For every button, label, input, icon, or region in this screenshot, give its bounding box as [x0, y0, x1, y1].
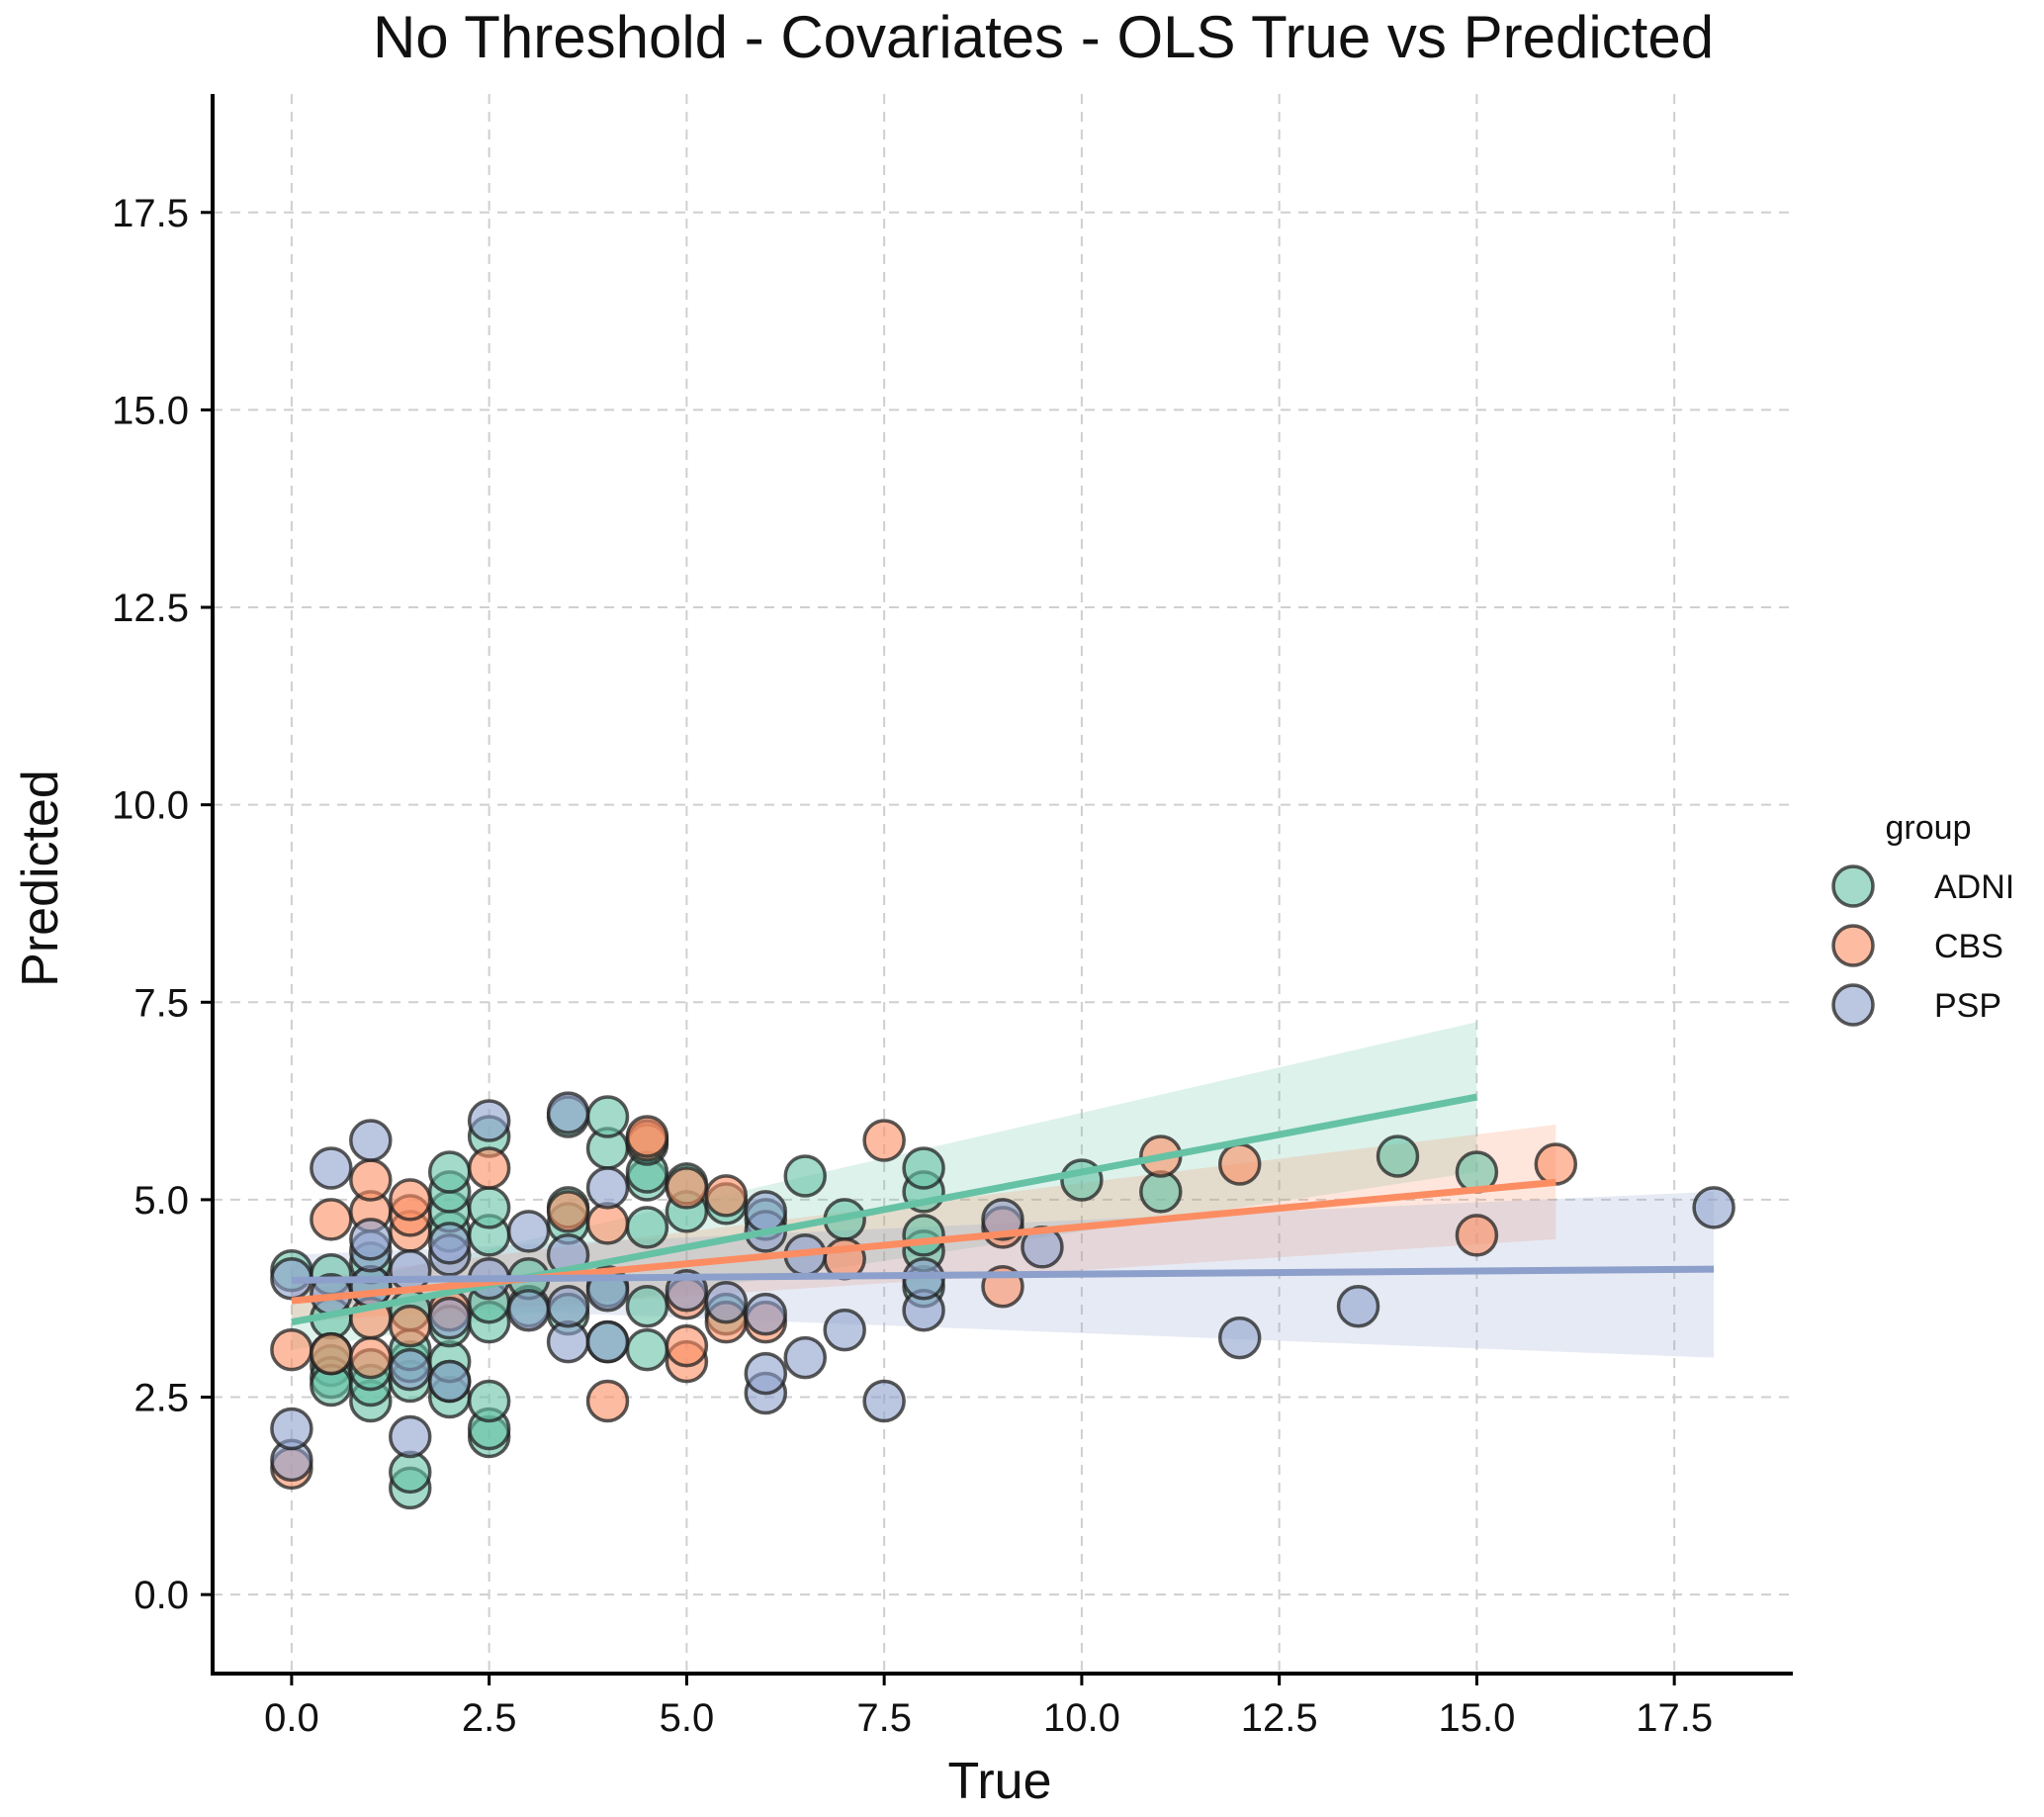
legend-label-psp: PSP — [1934, 987, 2001, 1025]
point-cbs-3 — [310, 1198, 353, 1241]
point-adni-63 — [1139, 1170, 1183, 1214]
point-adni-13 — [389, 1450, 432, 1495]
y-tick-label-3: 7.5 — [133, 981, 189, 1025]
point-psp-44 — [1692, 1186, 1735, 1229]
point-adni-61 — [902, 1146, 945, 1190]
point-cbs-16 — [585, 1202, 630, 1245]
legend-label-cbs: CBS — [1934, 928, 2003, 965]
point-cbs-1 — [270, 1327, 313, 1372]
point-cbs-8 — [389, 1304, 432, 1348]
x-tick-label-5: 12.5 — [1241, 1696, 1318, 1740]
y-tick-label-5: 12.5 — [112, 587, 189, 630]
point-adni-32 — [467, 1186, 511, 1229]
legend-marker-adni — [1831, 864, 1875, 908]
point-cbs-15 — [585, 1379, 630, 1423]
y-tick-label-6: 15.0 — [112, 389, 189, 432]
point-psp-43 — [1336, 1284, 1380, 1328]
x-axis-label: True — [948, 1753, 1052, 1810]
x-tick-label-1: 2.5 — [462, 1696, 517, 1740]
point-psp-1 — [270, 1407, 313, 1451]
point-psp-5 — [349, 1264, 393, 1309]
point-adni-59 — [902, 1214, 945, 1257]
chart-title: No Threshold - Covariates - OLS True vs … — [373, 4, 1714, 70]
legend-title: group — [1886, 809, 1972, 847]
point-adni-64 — [1376, 1135, 1420, 1178]
grid-layer — [213, 94, 1793, 1674]
legend-marker-psp — [1831, 983, 1875, 1027]
regression-lines — [291, 1093, 1715, 1326]
point-psp-31 — [744, 1292, 788, 1336]
point-psp-17 — [467, 1099, 511, 1142]
point-cbs-33 — [1534, 1142, 1578, 1186]
x-tick-label-4: 10.0 — [1043, 1696, 1120, 1740]
point-psp-36 — [823, 1308, 866, 1352]
legend-marker-cbs — [1831, 924, 1875, 967]
point-psp-10 — [389, 1347, 432, 1392]
point-cbs-20 — [665, 1323, 709, 1368]
point-psp-15 — [427, 1222, 472, 1265]
point-psp-34 — [783, 1335, 827, 1380]
point-cbs-11 — [389, 1178, 432, 1222]
point-psp-33 — [744, 1190, 788, 1233]
y-tick-label-0: 0.0 — [133, 1574, 189, 1617]
point-cbs-4 — [349, 1335, 393, 1380]
point-cbs-13 — [467, 1146, 511, 1190]
point-cbs-32 — [1455, 1214, 1499, 1257]
point-adni-45 — [625, 1284, 669, 1328]
point-psp-4 — [310, 1146, 353, 1190]
x-tick-label-7: 17.5 — [1636, 1696, 1713, 1740]
legend: group ADNI CBS PSP — [1831, 809, 2014, 1027]
point-psp-19 — [506, 1210, 551, 1253]
point-psp-24 — [585, 1319, 630, 1364]
point-cbs-14 — [546, 1190, 590, 1233]
point-psp-26 — [585, 1166, 630, 1210]
x-tick-label-0: 0.0 — [264, 1696, 319, 1740]
x-tick-label-3: 7.5 — [856, 1696, 912, 1740]
point-cbs-22 — [665, 1166, 709, 1210]
data-points — [270, 1091, 1735, 1510]
y-axis-label: Predicted — [12, 770, 69, 987]
point-psp-9 — [389, 1414, 432, 1459]
y-tick-label-7: 17.5 — [112, 192, 189, 235]
point-psp-28 — [704, 1280, 749, 1324]
point-psp-13 — [427, 1296, 472, 1340]
point-psp-23 — [546, 1091, 590, 1135]
point-psp-20 — [546, 1319, 590, 1364]
point-adni-43 — [585, 1095, 630, 1138]
point-cbs-27 — [862, 1119, 906, 1162]
point-cbs-31 — [1217, 1142, 1262, 1186]
x-tick-label-2: 5.0 — [660, 1696, 715, 1740]
x-tick-label-6: 15.0 — [1438, 1696, 1515, 1740]
point-adni-55 — [783, 1154, 827, 1198]
point-cbs-24 — [704, 1174, 749, 1218]
y-tick-label-2: 5.0 — [133, 1179, 189, 1223]
point-psp-42 — [1217, 1316, 1262, 1360]
point-psp-21 — [546, 1284, 590, 1328]
point-adni-46 — [625, 1206, 669, 1249]
y-tick-label-4: 10.0 — [112, 784, 189, 828]
legend-label-adni: ADNI — [1934, 868, 2014, 906]
y-tick-label-1: 2.5 — [133, 1377, 189, 1420]
point-psp-30 — [744, 1351, 788, 1396]
point-psp-12 — [427, 1359, 472, 1404]
point-psp-11 — [389, 1249, 432, 1293]
regression-line-psp — [291, 1265, 1715, 1284]
point-psp-8 — [349, 1119, 393, 1162]
point-psp-7 — [349, 1218, 393, 1261]
point-cbs-18 — [625, 1115, 669, 1158]
point-adni-25 — [427, 1150, 472, 1194]
point-psp-37 — [862, 1379, 906, 1423]
point-psp-40 — [981, 1198, 1024, 1241]
point-psp-18 — [506, 1288, 551, 1332]
point-cbs-7 — [349, 1158, 393, 1202]
point-cbs-2 — [310, 1331, 353, 1376]
point-adni-28 — [467, 1379, 511, 1423]
axes: 0.0 2.5 5.0 7.5 10.0 12.5 15.0 17.5 0.0 2.5 5.0 7.5… — [112, 94, 1793, 1740]
point-adni-44 — [625, 1327, 669, 1372]
